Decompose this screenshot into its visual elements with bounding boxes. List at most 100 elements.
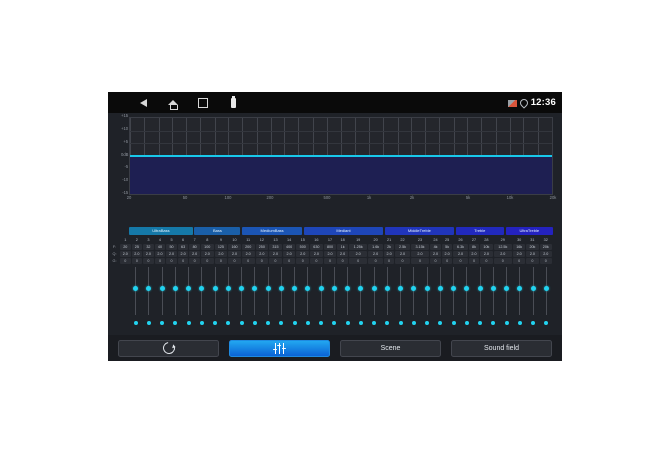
frequency-cell[interactable]: 1.6k <box>368 244 383 250</box>
slider-reset-dot[interactable] <box>332 321 337 325</box>
q-cell[interactable]: 2.0 <box>410 251 430 257</box>
slider-reset-dot[interactable] <box>239 321 244 325</box>
slider-knob[interactable] <box>504 286 510 291</box>
slider-reset-dot[interactable] <box>173 321 178 325</box>
band-slider[interactable] <box>394 265 407 327</box>
gain-cell[interactable]: 0 <box>282 258 296 264</box>
gain-cell[interactable]: 0 <box>368 258 383 264</box>
band-slider[interactable] <box>182 265 195 327</box>
band-slider[interactable] <box>381 265 394 327</box>
band-slider[interactable] <box>142 265 155 327</box>
slider-reset-dot[interactable] <box>266 321 271 325</box>
slider-reset-dot[interactable] <box>358 321 363 325</box>
q-cell[interactable]: 2.0 <box>323 251 337 257</box>
slider-knob[interactable] <box>212 286 218 291</box>
frequency-cell[interactable]: 40 <box>154 244 166 250</box>
slider-knob[interactable] <box>358 286 364 291</box>
frequency-cell[interactable]: 3.15k <box>410 244 430 250</box>
gain-cell[interactable]: 0 <box>310 258 323 264</box>
band-group-mediumbass[interactable]: MediumBass <box>241 227 303 235</box>
slider-knob[interactable] <box>305 286 311 291</box>
slider-reset-dot[interactable] <box>438 321 443 325</box>
gain-cell[interactable]: 0 <box>241 258 255 264</box>
gain-cell[interactable]: 0 <box>154 258 166 264</box>
slider-knob[interactable] <box>345 286 351 291</box>
frequency-cell[interactable]: 63 <box>177 244 189 250</box>
slider-knob[interactable] <box>331 286 337 291</box>
gain-cell[interactable]: 0 <box>166 258 177 264</box>
slider-reset-dot[interactable] <box>319 321 324 325</box>
gain-cell[interactable]: 0 <box>526 258 539 264</box>
band-slider[interactable] <box>368 265 381 327</box>
band-group-middletreble[interactable]: MiddleTreble <box>384 227 455 235</box>
q-cell[interactable]: 2.0 <box>255 251 269 257</box>
slider-knob[interactable] <box>437 286 443 291</box>
q-cell[interactable]: 2.0 <box>189 251 200 257</box>
band-slider[interactable] <box>447 265 460 327</box>
band-slider[interactable] <box>328 265 341 327</box>
frequency-cell[interactable]: 16k <box>513 244 526 250</box>
gain-cell[interactable]: 0 <box>131 258 143 264</box>
band-slider[interactable] <box>129 265 142 327</box>
gain-cell[interactable]: 0 <box>269 258 282 264</box>
gain-cell[interactable]: 0 <box>189 258 200 264</box>
equalizer-button[interactable] <box>229 339 330 357</box>
chart-plot-area[interactable] <box>129 117 553 195</box>
band-slider[interactable] <box>474 265 487 327</box>
gain-cell[interactable]: 0 <box>480 258 493 264</box>
slider-reset-dot[interactable] <box>226 321 231 325</box>
slider-knob[interactable] <box>265 286 271 291</box>
gain-cell[interactable]: 0 <box>395 258 410 264</box>
q-cell[interactable]: 2.0 <box>310 251 323 257</box>
band-group-ultrabass[interactable]: UltraBass <box>129 227 193 235</box>
reset-button[interactable] <box>118 339 219 357</box>
slider-reset-dot[interactable] <box>186 321 191 325</box>
frequency-cell[interactable]: 800 <box>323 244 337 250</box>
slider-knob[interactable] <box>199 286 205 291</box>
frequency-cell[interactable]: 50 <box>166 244 177 250</box>
slider-knob[interactable] <box>159 286 165 291</box>
band-slider[interactable] <box>527 265 540 327</box>
slider-knob[interactable] <box>451 286 457 291</box>
slider-reset-dot[interactable] <box>292 321 297 325</box>
frequency-cell[interactable]: 2.5k <box>395 244 410 250</box>
gain-cell[interactable]: 0 <box>177 258 189 264</box>
slider-knob[interactable] <box>278 286 284 291</box>
slider-reset-dot[interactable] <box>531 321 536 325</box>
slider-knob[interactable] <box>384 286 390 291</box>
frequency-cell[interactable]: 10k <box>480 244 493 250</box>
band-slider[interactable] <box>341 265 354 327</box>
band-group-ultratreble[interactable]: UltraTreble <box>505 227 554 235</box>
frequency-cell[interactable]: 32 <box>143 244 154 250</box>
slider-reset-dot[interactable] <box>279 321 284 325</box>
q-cell[interactable]: 2.0 <box>493 251 513 257</box>
band-slider[interactable] <box>540 265 553 327</box>
band-slider[interactable] <box>209 265 222 327</box>
gain-cell[interactable]: 0 <box>348 258 368 264</box>
slider-reset-dot[interactable] <box>305 321 310 325</box>
slider-reset-dot[interactable] <box>425 321 430 325</box>
q-cell[interactable]: 2.0 <box>166 251 177 257</box>
band-slider[interactable] <box>407 265 420 327</box>
band-slider[interactable] <box>275 265 288 327</box>
slider-reset-dot[interactable] <box>411 321 416 325</box>
frequency-cell[interactable]: 8k <box>468 244 480 250</box>
frequency-cell[interactable]: 20k <box>539 244 552 250</box>
frequency-cell[interactable]: 12.5k <box>493 244 513 250</box>
gain-cell[interactable]: 0 <box>296 258 310 264</box>
scene-button[interactable]: Scene <box>340 339 441 357</box>
slider-reset-dot[interactable] <box>252 321 257 325</box>
slider-knob[interactable] <box>186 286 192 291</box>
slider-reset-dot[interactable] <box>464 321 469 325</box>
band-slider[interactable] <box>288 265 301 327</box>
q-cell[interactable]: 2.0 <box>480 251 493 257</box>
home-button[interactable] <box>158 92 188 113</box>
slider-reset-dot[interactable] <box>491 321 496 325</box>
band-group-mediant[interactable]: Mediant <box>303 227 384 235</box>
slider-knob[interactable] <box>424 286 430 291</box>
gain-cell[interactable]: 0 <box>200 258 214 264</box>
slider-knob[interactable] <box>490 286 496 291</box>
q-cell[interactable]: 2.0 <box>453 251 468 257</box>
band-slider[interactable] <box>222 265 235 327</box>
gain-cell[interactable]: 0 <box>493 258 513 264</box>
